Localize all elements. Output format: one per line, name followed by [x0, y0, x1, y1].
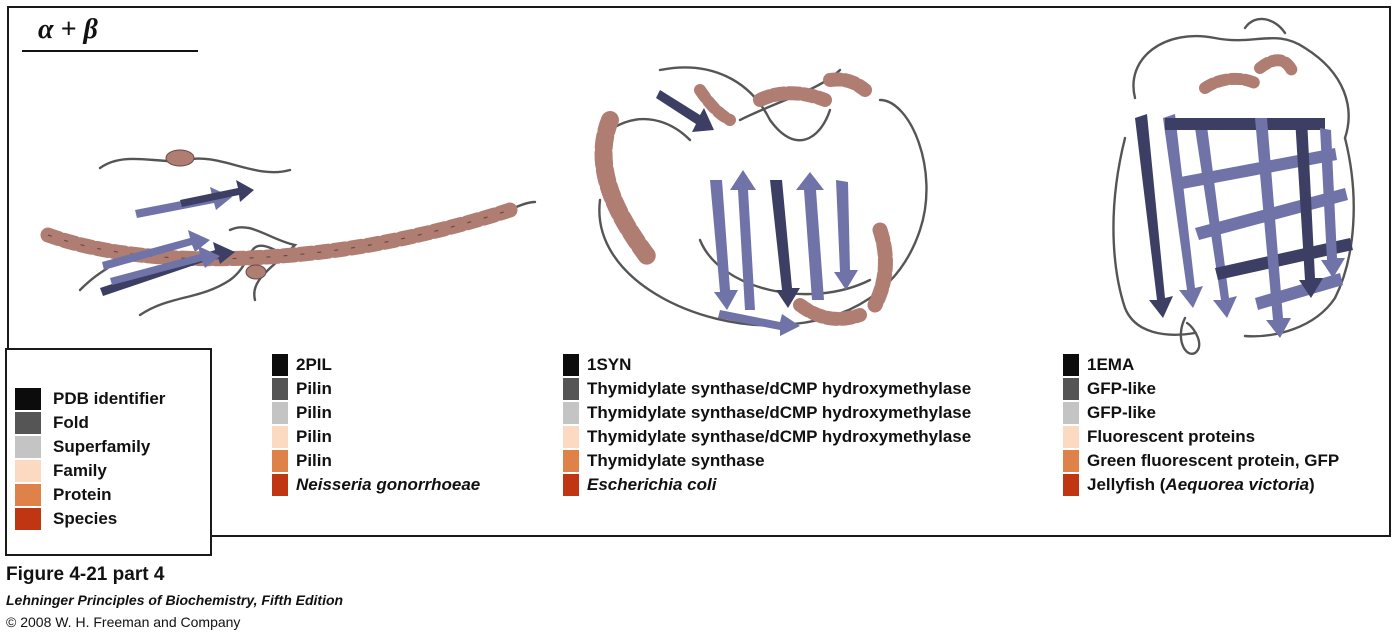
legend-swatch-family	[15, 460, 41, 482]
pdb-identifier: 2PIL	[296, 355, 332, 374]
copyright-notice: © 2008 W. H. Freeman and Company	[6, 614, 241, 630]
species-suffix: )	[1309, 475, 1315, 494]
alpha-helix-ribbon	[1199, 54, 1299, 94]
protein-name: Green fluorescent protein, GFP	[1087, 451, 1340, 470]
species-name: Neisseria gonorrhoeae	[296, 474, 480, 496]
legend-label: Fold	[53, 413, 89, 432]
classification-swatch-fold	[272, 378, 288, 400]
legend-key: PDB identifier Fold Superfamily Family P…	[5, 348, 212, 556]
classification-swatch-family	[563, 426, 579, 448]
helix-small	[165, 149, 267, 280]
family-name: Thymidylate synthase/dCMP hydroxymethyla…	[587, 427, 972, 446]
figure-panel	[7, 6, 1391, 537]
classification-swatch-species	[1063, 474, 1079, 496]
classification-swatch-protein	[563, 450, 579, 472]
loop-ribbons	[78, 157, 537, 317]
figure-number: Figure 4-21 part 4	[6, 564, 165, 585]
superfamily-name: GFP-like	[1087, 403, 1156, 422]
protein-name: Pilin	[296, 451, 332, 470]
classification-swatch-fold	[1063, 378, 1079, 400]
legend-label: Species	[53, 509, 118, 528]
family-name: Fluorescent proteins	[1087, 427, 1256, 446]
classification-swatch-superfamily	[563, 402, 579, 424]
classification-swatch-superfamily	[272, 402, 288, 424]
classification-swatch-protein	[272, 450, 288, 472]
classification-swatch-pdb	[563, 354, 579, 376]
classification-swatch-species	[272, 474, 288, 496]
classification-swatch-pdb	[272, 354, 288, 376]
species-prefix: Jellyfish (	[1087, 475, 1166, 494]
legend-swatch-fold	[15, 412, 41, 434]
fold-name: Pilin	[296, 379, 332, 398]
superfamily-name: Thymidylate synthase/dCMP hydroxymethyla…	[587, 403, 972, 422]
beta-strand-ribbons	[656, 90, 858, 336]
pilin-structure-image	[40, 149, 537, 317]
legend-label: Superfamily	[53, 437, 151, 456]
species-italic: Aequorea victoria	[1165, 475, 1310, 494]
protein-name: Thymidylate synthase	[587, 451, 765, 470]
legend-label: Protein	[53, 485, 112, 504]
legend-swatch-protein	[15, 484, 41, 506]
classification-swatch-family	[1063, 426, 1079, 448]
fold-name: GFP-like	[1087, 379, 1156, 398]
classification-swatch-pdb	[1063, 354, 1079, 376]
classification-swatch-species	[563, 474, 579, 496]
superfamily-name: Pilin	[296, 403, 332, 422]
legend-swatch-species	[15, 508, 41, 530]
fold-name: Thymidylate synthase/dCMP hydroxymethyla…	[587, 379, 972, 398]
classification-swatch-fold	[563, 378, 579, 400]
book-title: Lehninger Principles of Biochemistry, Fi…	[6, 592, 344, 608]
species-name: Escherichia coli	[587, 474, 716, 496]
classification-swatch-family	[272, 426, 288, 448]
pdb-identifier: 1EMA	[1087, 355, 1135, 374]
alpha-helix-ribbon	[594, 72, 893, 326]
title-underline	[22, 50, 198, 52]
family-name: Pilin	[296, 427, 332, 446]
species-italic: Neisseria gonorrhoeae	[296, 475, 481, 494]
legend-label: Family	[53, 461, 107, 480]
gfp-structure-image	[1112, 17, 1355, 355]
legend-swatch-pdb	[15, 388, 41, 410]
pdb-identifier: 1SYN	[587, 355, 632, 374]
alpha-helix-ribbon	[40, 202, 518, 267]
classification-swatch-superfamily	[1063, 402, 1079, 424]
structural-class-label: α + β	[38, 14, 98, 45]
legend-swatch-superfamily	[15, 436, 41, 458]
species-name: Jellyfish (Aequorea victoria)	[1087, 474, 1315, 496]
species-italic: Escherichia coli	[587, 475, 717, 494]
thymidylate-synthase-structure-image	[594, 66, 928, 336]
beta-strand-ribbons	[100, 180, 254, 296]
beta-barrel-strands	[1135, 114, 1353, 338]
legend-label: PDB identifier	[53, 389, 166, 408]
classification-swatch-protein	[1063, 450, 1079, 472]
